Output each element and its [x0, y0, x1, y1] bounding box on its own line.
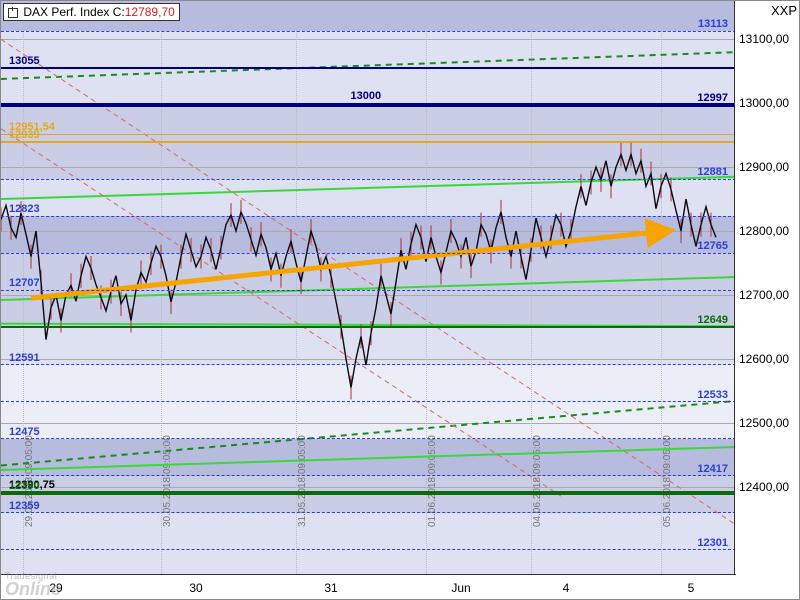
- h-level-label: 12765: [695, 240, 730, 252]
- x-axis: 293031Jun45: [1, 574, 736, 599]
- x-tick-label: 31: [324, 581, 337, 595]
- trend-line: [1, 401, 736, 466]
- h-level-line: [1, 253, 736, 254]
- instrument-name: DAX Perf. Index: [23, 5, 109, 19]
- y-tick-label: 12700,00: [735, 288, 799, 302]
- y-tick-label: 13100,00: [735, 32, 799, 46]
- h-level-label: 12939: [7, 129, 42, 141]
- h-level-label: 12823: [7, 203, 42, 215]
- y-tick-label: 12400,00: [735, 480, 799, 494]
- h-level-line: [1, 67, 736, 69]
- h-level-label: 13000: [349, 90, 384, 102]
- h-level-label: 12649: [695, 314, 730, 326]
- h-level-line: [1, 326, 736, 328]
- x-tick-label: 30: [189, 581, 202, 595]
- chart-container: 29.05.2018 09:05:0030.05.2018 09:05:0031…: [0, 0, 800, 600]
- y-tick-label: 12600,00: [735, 352, 799, 366]
- h-level-label: 13113: [696, 18, 730, 30]
- y-tick-label: 12900,00: [735, 160, 799, 174]
- y-tick-label: 13000,00: [735, 96, 799, 110]
- y-tick-label: 12800,00: [735, 224, 799, 238]
- trend-line: [1, 52, 736, 79]
- h-level-label: 12417: [695, 463, 730, 475]
- h-level-label: 12591: [7, 352, 42, 364]
- price-label: C:: [113, 5, 125, 19]
- h-level-label: 13055: [7, 55, 42, 67]
- h-level-line: [1, 438, 736, 439]
- y-tick-label: 12500,00: [735, 416, 799, 430]
- h-level-line: [1, 31, 736, 32]
- h-level-line: [1, 134, 736, 135]
- h-level-line: [1, 103, 736, 107]
- h-level-line: [1, 103, 736, 104]
- h-level-label: 12533: [695, 389, 730, 401]
- h-level-line: [1, 290, 736, 291]
- h-level-line: [1, 216, 736, 217]
- h-level-label: 12390: [7, 480, 42, 492]
- corner-label: XXP: [771, 3, 797, 18]
- h-level-label: 12707: [7, 277, 42, 289]
- h-level-line: [1, 549, 736, 550]
- h-level-line: [1, 491, 736, 495]
- watermark-bottom: Online: [5, 581, 61, 597]
- watermark-logo: Tradesignal Online: [5, 571, 61, 597]
- h-level-line: [1, 475, 736, 476]
- series-marker-icon: [8, 8, 18, 18]
- h-level-label: 12359: [7, 500, 42, 512]
- price-line: [1, 154, 716, 387]
- h-level-line: [1, 401, 736, 402]
- x-tick-label: 4: [563, 581, 570, 595]
- trend-line: [1, 177, 736, 199]
- h-level-line: [1, 364, 736, 365]
- trend-line: [1, 447, 736, 470]
- svg-overlay: [1, 1, 736, 576]
- h-level-line: [1, 179, 736, 180]
- price-value: 12789,70: [125, 5, 175, 19]
- h-level-label: 12301: [695, 537, 730, 549]
- x-tick-label: 5: [688, 581, 695, 595]
- x-tick-label: Jun: [451, 581, 470, 595]
- plot-area[interactable]: 29.05.2018 09:05:0030.05.2018 09:05:0031…: [1, 1, 736, 576]
- h-level-line: [1, 512, 736, 513]
- title-box: DAX Perf. Index C:12789,70: [3, 3, 180, 21]
- h-level-label: 12475: [7, 426, 42, 438]
- h-level-line: [1, 141, 736, 143]
- y-axis: 13100,00 13000,00 12900,00 12800,00 12700,00…: [734, 1, 799, 576]
- h-level-label: 12881: [695, 166, 730, 178]
- trend-arrow: [31, 231, 666, 298]
